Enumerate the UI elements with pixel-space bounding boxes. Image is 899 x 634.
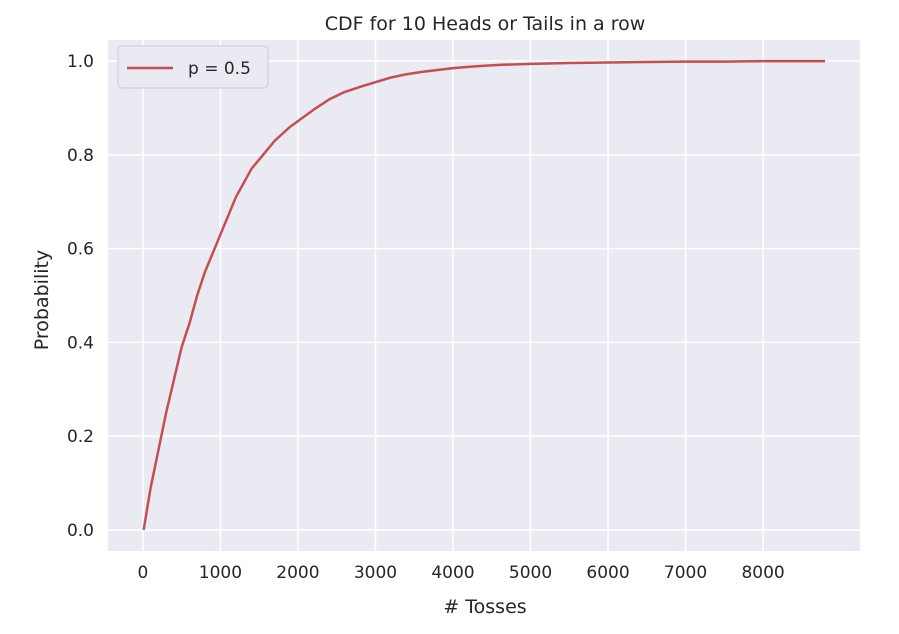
y-tick-label: 0.2 bbox=[67, 427, 94, 447]
y-tick-label: 0.4 bbox=[67, 333, 94, 353]
x-tick-labels: 0 1000 2000 3000 4000 5000 6000 7000 8000 bbox=[137, 563, 784, 583]
y-tick-label: 1.0 bbox=[67, 52, 94, 72]
chart-title: CDF for 10 Heads or Tails in a row bbox=[325, 13, 646, 35]
x-tick-label: 2000 bbox=[276, 563, 319, 583]
y-tick-labels: 0.0 0.2 0.4 0.6 0.8 1.0 bbox=[67, 52, 94, 541]
x-gridlines bbox=[142, 40, 764, 551]
x-tick-label: 3000 bbox=[354, 563, 397, 583]
x-tick-label: 6000 bbox=[586, 563, 629, 583]
x-tick-label: 8000 bbox=[741, 563, 784, 583]
legend-label-p-0.5: p = 0.5 bbox=[188, 59, 251, 79]
plot-area bbox=[108, 40, 860, 551]
y-tick-label: 0.0 bbox=[67, 521, 94, 541]
x-axis-label: # Tosses bbox=[443, 596, 526, 618]
x-tick-label: 5000 bbox=[509, 563, 552, 583]
y-gridlines bbox=[108, 60, 860, 531]
x-tick-label: 0 bbox=[137, 563, 148, 583]
legend: p = 0.5 bbox=[117, 45, 269, 89]
x-tick-label: 4000 bbox=[431, 563, 474, 583]
y-tick-label: 0.8 bbox=[67, 146, 94, 166]
y-tick-label: 0.6 bbox=[67, 240, 94, 260]
x-tick-label: 1000 bbox=[199, 563, 242, 583]
y-axis-label: Probability bbox=[31, 250, 53, 350]
series-layer bbox=[142, 59, 826, 531]
x-tick-label: 7000 bbox=[664, 563, 707, 583]
series-line-p-0.5 bbox=[142, 59, 826, 531]
legend-box bbox=[117, 45, 269, 89]
